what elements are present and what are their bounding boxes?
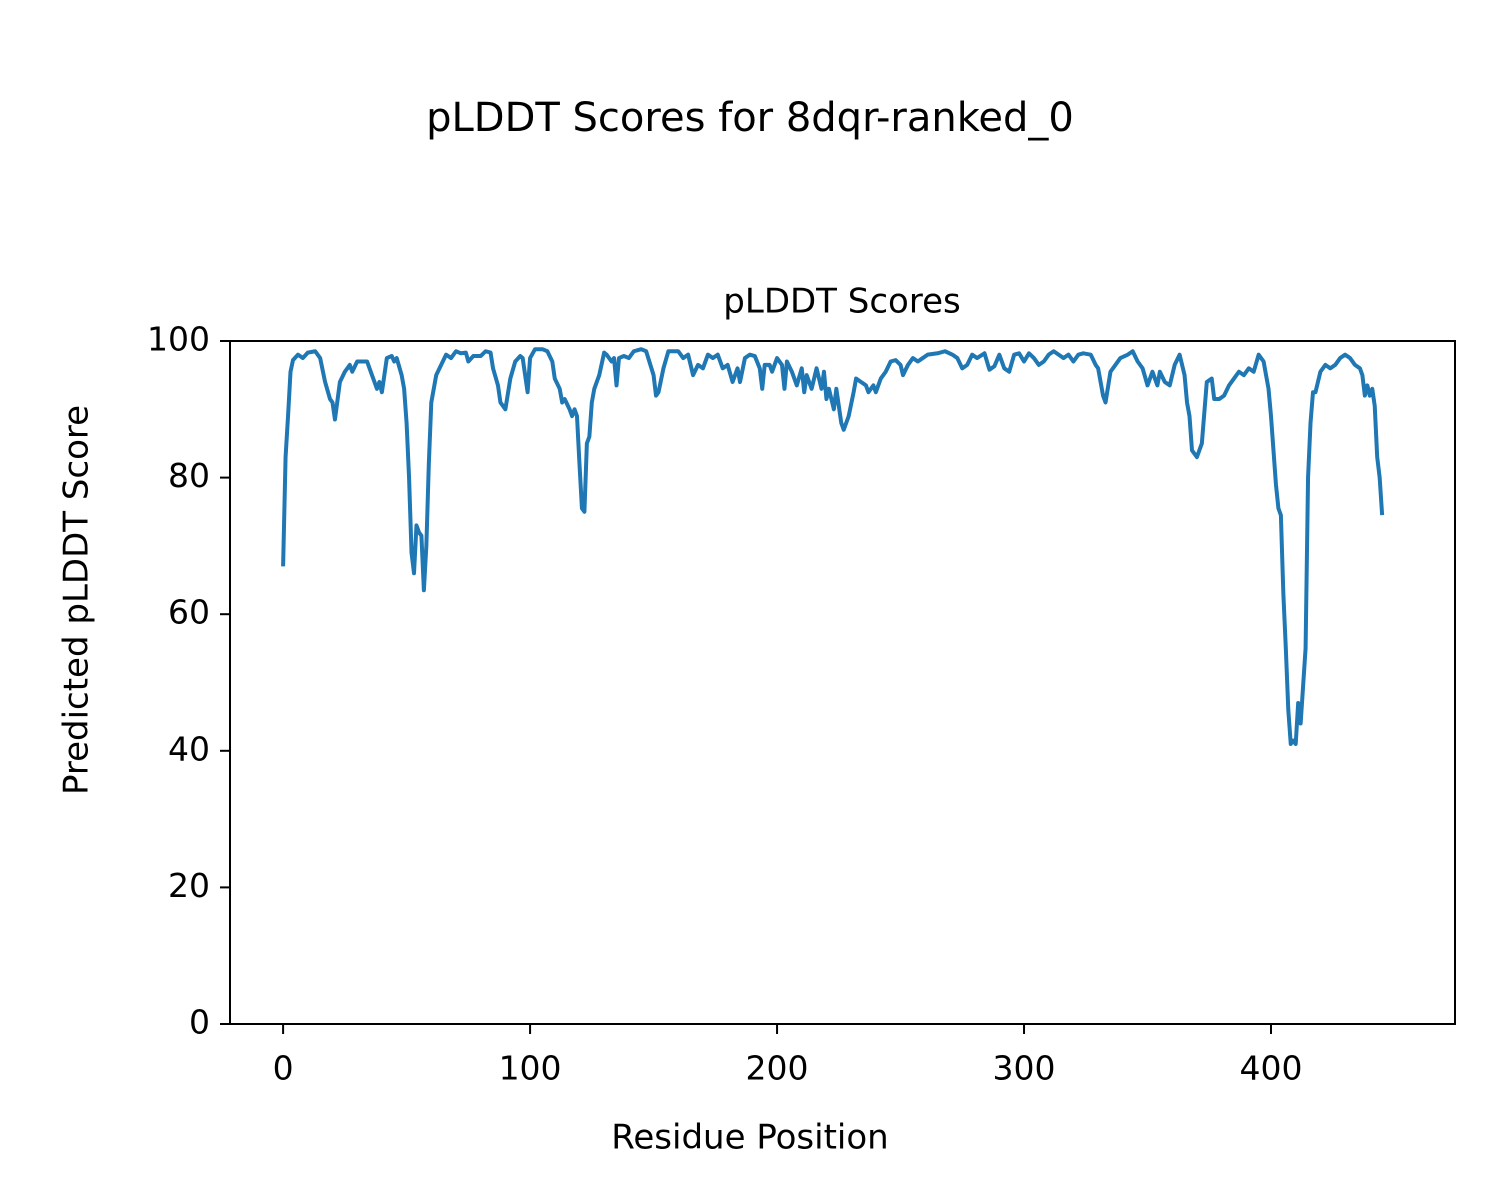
x-tick-label: 300 [993,1049,1056,1088]
x-tick-label: 0 [273,1049,294,1088]
y-tick-label: 100 [147,320,210,359]
x-tick-label: 200 [746,1049,809,1088]
y-tick-label: 80 [168,456,210,495]
plot-frame [229,340,1456,1025]
chart-title: pLDDT Scores for 8dqr-ranked_0 [426,95,1074,141]
y-tick-label: 40 [168,729,210,768]
y-tick-label: 0 [189,1003,210,1042]
chart-subtitle: pLDDT Scores [723,282,960,322]
x-axis-label: Residue Position [611,1118,888,1158]
x-tick-label: 400 [1240,1049,1303,1088]
y-tick-label: 20 [168,866,210,905]
y-tick-label: 60 [168,593,210,632]
data-line [281,347,1385,746]
y-axis-label: Predicted pLDDT Score [57,405,97,795]
x-tick-label: 100 [499,1049,562,1088]
